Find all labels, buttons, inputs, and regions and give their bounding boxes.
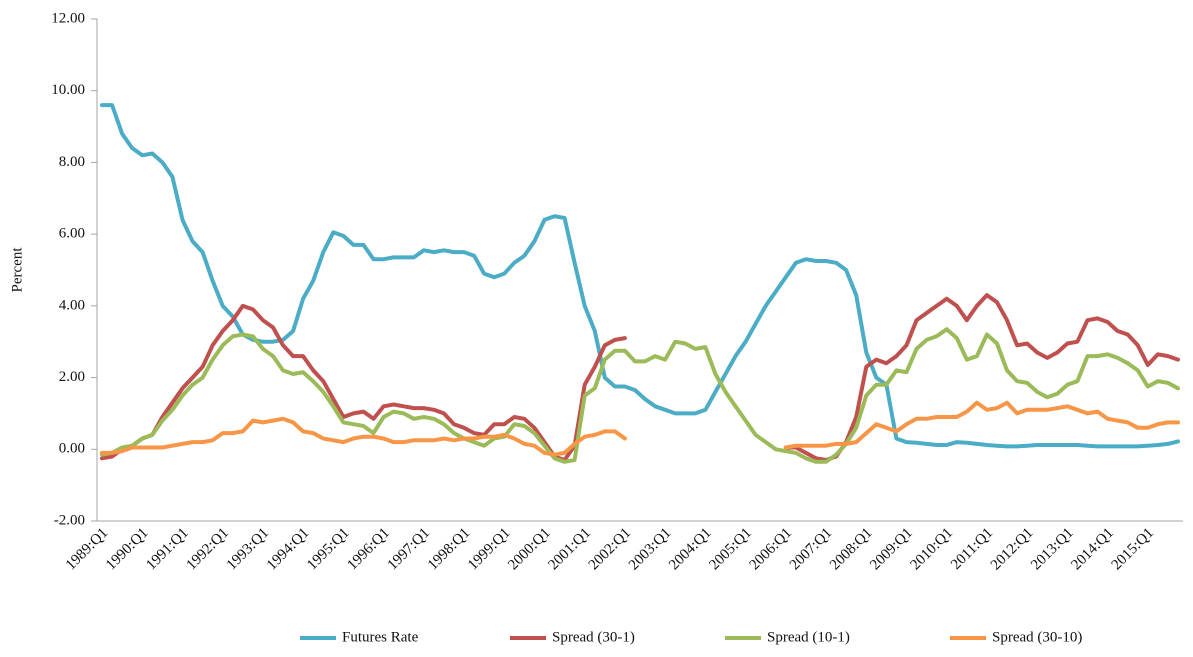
x-tick-label: 2004:Q1 [666,525,714,573]
y-tick-label: -2.00 [54,512,85,528]
x-tick-label: 1998:Q1 [425,525,473,573]
x-tick-label: 1997:Q1 [385,525,433,573]
series-line [783,293,1180,462]
x-tick-label: 2006:Q1 [747,525,795,573]
x-tick-label: 1995:Q1 [304,525,352,573]
x-tick-label: 1992:Q1 [184,525,232,573]
x-tick-label: 2007:Q1 [787,525,835,573]
x-tick-label: 1989:Q1 [63,525,111,573]
x-tick-label: 2013:Q1 [1028,525,1076,573]
y-tick-label: 0.00 [59,441,85,457]
legend-label: Futures Rate [342,629,419,645]
series-line [100,416,627,457]
legend-label: Spread (30-1) [552,629,635,645]
x-tick-label: 1993:Q1 [224,525,272,573]
y-axis-label: Percent [9,247,25,293]
x-tick-label: 2015:Q1 [1109,525,1157,573]
legend-label: Spread (30-10) [992,629,1082,645]
series-line [100,103,1180,449]
x-tick-label: 2010:Q1 [908,525,956,573]
x-tick-label: 2001:Q1 [546,525,594,573]
y-tick-label: 2.00 [59,369,85,385]
x-tick-label: 2009:Q1 [867,525,915,573]
y-tick-label: 4.00 [59,297,85,313]
x-tick-label: 2003:Q1 [626,525,674,573]
series-line [100,303,627,462]
x-tick-label: 1991:Q1 [143,525,191,573]
y-tick-label: 10.00 [51,82,85,98]
x-tick-label: 2011:Q1 [948,525,996,573]
y-tick-label: 12.00 [51,10,85,26]
y-tick-label: 6.00 [59,226,85,242]
x-tick-label: 2008:Q1 [827,525,875,573]
x-tick-label: 2000:Q1 [505,525,553,573]
series-line [100,327,1180,464]
legend-label: Spread (10-1) [767,629,850,645]
x-tick-label: 1990:Q1 [103,525,151,573]
y-tick-label: 8.00 [59,154,85,170]
x-tick-label: 2012:Q1 [988,525,1036,573]
x-tick-label: 1999:Q1 [465,525,513,573]
x-tick-label: 2002:Q1 [586,525,634,573]
x-tick-label: 2005:Q1 [706,525,754,573]
x-tick-label: 1996:Q1 [344,525,392,573]
x-tick-label: 2014:Q1 [1068,525,1116,573]
series-line [783,400,1180,450]
x-tick-label: 1994:Q1 [264,525,312,573]
